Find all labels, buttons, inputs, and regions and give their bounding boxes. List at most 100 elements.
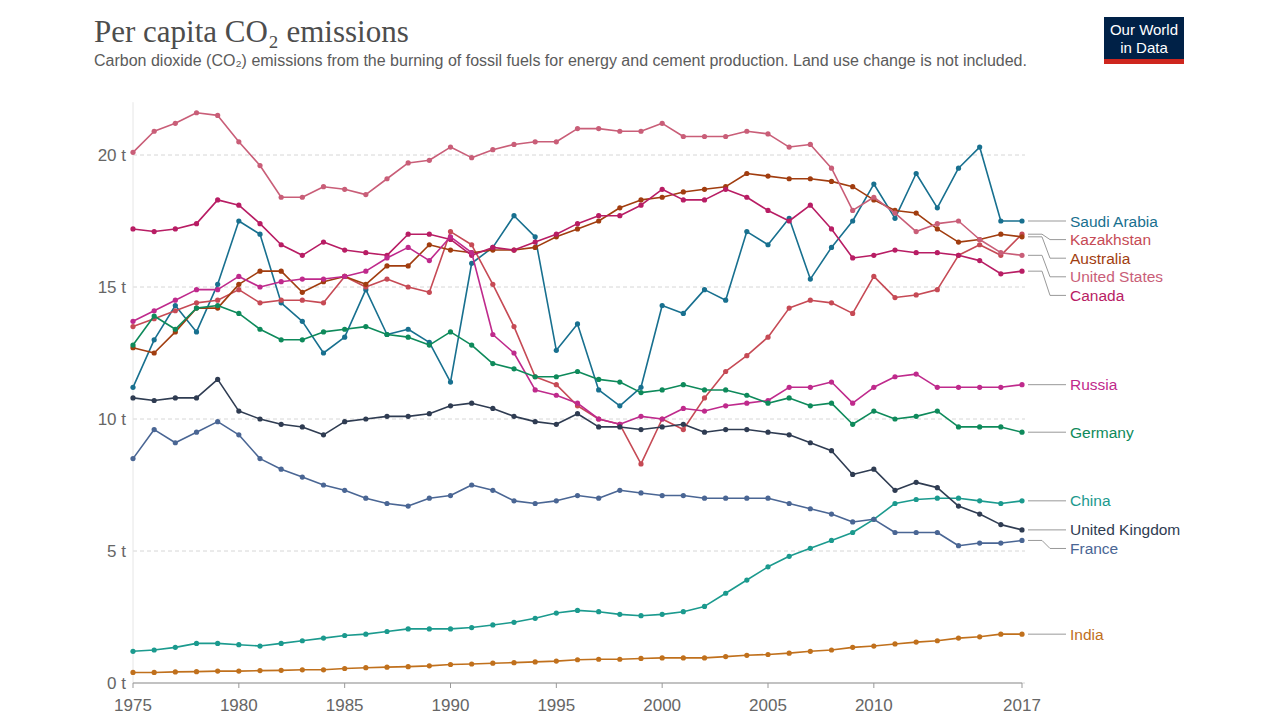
point <box>702 430 707 435</box>
series-label: France <box>1070 540 1118 557</box>
point <box>152 670 157 675</box>
label-leader <box>1028 634 1066 635</box>
point <box>448 662 453 667</box>
point <box>850 519 855 524</box>
point <box>152 647 157 652</box>
point <box>702 187 707 192</box>
point <box>956 496 961 501</box>
point <box>765 401 770 406</box>
point <box>892 295 897 300</box>
point <box>384 255 389 260</box>
point <box>914 480 919 485</box>
series-line <box>133 232 1022 464</box>
label-leader <box>1028 221 1066 222</box>
point <box>533 234 538 239</box>
point <box>279 641 284 646</box>
point <box>342 274 347 279</box>
point <box>829 300 834 305</box>
point <box>850 208 855 213</box>
series <box>130 419 1024 548</box>
point <box>130 670 135 675</box>
point <box>596 424 601 429</box>
point <box>892 216 897 221</box>
series-label: Kazakhstan <box>1070 231 1151 248</box>
point <box>914 372 919 377</box>
point <box>152 229 157 234</box>
point <box>681 406 686 411</box>
point <box>850 530 855 535</box>
point <box>152 350 157 355</box>
grid-line <box>133 683 1025 684</box>
point <box>617 213 622 218</box>
point <box>977 424 982 429</box>
x-tick-label: 2017 <box>1003 696 1041 715</box>
point <box>575 608 580 613</box>
point <box>384 414 389 419</box>
point <box>321 482 326 487</box>
point <box>765 335 770 340</box>
point <box>596 416 601 421</box>
point <box>427 626 432 631</box>
point <box>194 306 199 311</box>
point <box>702 134 707 139</box>
point <box>130 226 135 231</box>
point <box>448 247 453 252</box>
x-tick-label: 1995 <box>537 696 575 715</box>
point <box>152 398 157 403</box>
point <box>363 250 368 255</box>
point <box>850 218 855 223</box>
point <box>533 374 538 379</box>
point <box>765 131 770 136</box>
grid-line <box>133 551 1025 552</box>
point <box>130 150 135 155</box>
series <box>130 187 1024 277</box>
point <box>406 232 411 237</box>
point <box>130 324 135 329</box>
point <box>575 493 580 498</box>
point <box>702 496 707 501</box>
point <box>871 408 876 413</box>
point <box>236 274 241 279</box>
point <box>384 332 389 337</box>
point <box>892 501 897 506</box>
point <box>977 237 982 242</box>
point <box>892 530 897 535</box>
point <box>871 467 876 472</box>
point <box>744 653 749 658</box>
point <box>300 667 305 672</box>
point <box>681 382 686 387</box>
point <box>300 253 305 258</box>
point <box>194 221 199 226</box>
point <box>638 197 643 202</box>
point <box>490 282 495 287</box>
point <box>744 496 749 501</box>
point <box>638 385 643 390</box>
point <box>448 329 453 334</box>
point <box>342 335 347 340</box>
point <box>554 374 559 379</box>
point <box>363 665 368 670</box>
point <box>998 540 1003 545</box>
point <box>787 554 792 559</box>
point <box>617 403 622 408</box>
point <box>575 226 580 231</box>
point <box>787 395 792 400</box>
point <box>511 498 516 503</box>
point <box>638 613 643 618</box>
x-tick <box>133 683 134 688</box>
point <box>1019 498 1024 503</box>
point <box>596 387 601 392</box>
point <box>935 205 940 210</box>
point <box>829 647 834 652</box>
point <box>554 139 559 144</box>
point <box>511 142 516 147</box>
series-line <box>133 173 1022 353</box>
point <box>342 187 347 192</box>
series-label: Russia <box>1070 376 1118 393</box>
point <box>152 129 157 134</box>
series-label: Australia <box>1070 250 1131 267</box>
point <box>956 385 961 390</box>
label-leader <box>1028 500 1066 501</box>
point <box>956 240 961 245</box>
point <box>511 247 516 252</box>
